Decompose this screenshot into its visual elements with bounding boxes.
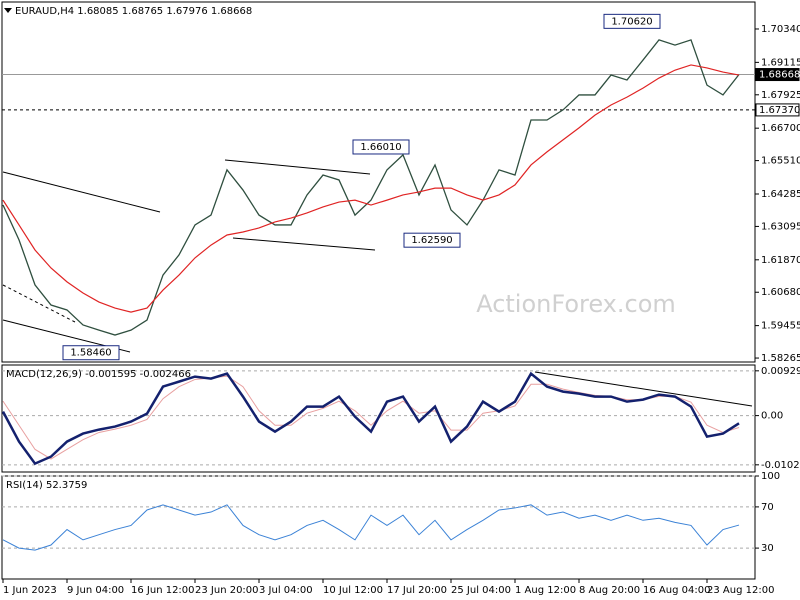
trendline [534, 371, 753, 407]
x-tick-label: 3 Jul 04:00 [259, 585, 313, 596]
x-tick-label: 17 Jul 20:00 [387, 585, 447, 596]
rsi-panel [1, 475, 756, 580]
y-tick-label: -0.010211 [761, 460, 800, 471]
y-tick-label: 1.58265 [761, 353, 800, 364]
level-label-box [755, 68, 800, 82]
annotation-box [62, 345, 120, 361]
annotation-box [352, 139, 410, 155]
x-tick-label: 9 Jun 04:00 [67, 585, 124, 596]
y-tick-label: 0.009291 [761, 366, 800, 377]
y-tick-label: 30 [761, 543, 774, 554]
y-tick-label: 1.59455 [761, 321, 800, 332]
panel-title: EURAUD,H4 1.68085 1.68765 1.67976 1.6866… [15, 6, 252, 17]
x-tick-label: 1 Aug 12:00 [515, 585, 576, 596]
trendline [2, 171, 161, 213]
level-label: 1.68668 [759, 70, 800, 81]
y-tick-label: 1.60680 [761, 287, 800, 298]
y-tick-label: 1.69115 [761, 57, 800, 68]
panel-title: RSI(14) 52.3759 [6, 480, 87, 491]
annotation: 1.58460 [70, 348, 111, 359]
series-line [2, 504, 740, 551]
price-panel [1, 1, 756, 363]
level-label: 1.67370 [759, 105, 800, 116]
x-tick-label: 23 Jun 20:00 [195, 585, 259, 596]
menu-arrow [4, 8, 12, 13]
trendline [232, 237, 376, 251]
annotation-box [403, 232, 461, 248]
x-tick-label: 10 Jul 12:00 [323, 585, 383, 596]
x-tick-label: 8 Aug 20:00 [579, 585, 640, 596]
y-tick-label: 70 [761, 502, 774, 513]
level-label-box [755, 103, 800, 117]
series-line [1, 371, 740, 466]
y-tick-label: 1.65510 [761, 156, 800, 167]
annotation: 1.62590 [411, 235, 452, 246]
series-line [2, 39, 740, 336]
x-tick-label: 16 Jun 12:00 [131, 585, 195, 596]
y-tick-label: 1.70340 [761, 24, 800, 35]
x-tick-label: 23 Aug 12:00 [707, 585, 774, 596]
annotation: 1.70620 [611, 16, 652, 27]
annotation: 1.66010 [360, 142, 401, 153]
y-tick-label: 1.67925 [761, 90, 800, 101]
y-tick-label: 1.66700 [761, 123, 800, 134]
y-tick-label: 100 [761, 471, 780, 482]
watermark: ActionForex.com [476, 290, 676, 318]
trendline [224, 159, 371, 175]
y-tick-label: 1.64285 [761, 189, 800, 200]
annotation-box [603, 13, 661, 29]
y-tick-label: 1.63095 [761, 221, 800, 232]
y-tick-label: 1.61870 [761, 255, 800, 266]
x-tick-label: 25 Jul 04:00 [451, 585, 511, 596]
trendline [2, 284, 76, 323]
series-line [2, 64, 740, 313]
x-tick-label: 16 Aug 04:00 [643, 585, 710, 596]
y-tick-label: 0.00 [761, 411, 783, 422]
macd-panel [1, 364, 756, 473]
x-tick-label: 1 Jun 2023 [3, 585, 57, 596]
panel-title: MACD(12,26,9) -0.001595 -0.002466 [6, 369, 191, 380]
